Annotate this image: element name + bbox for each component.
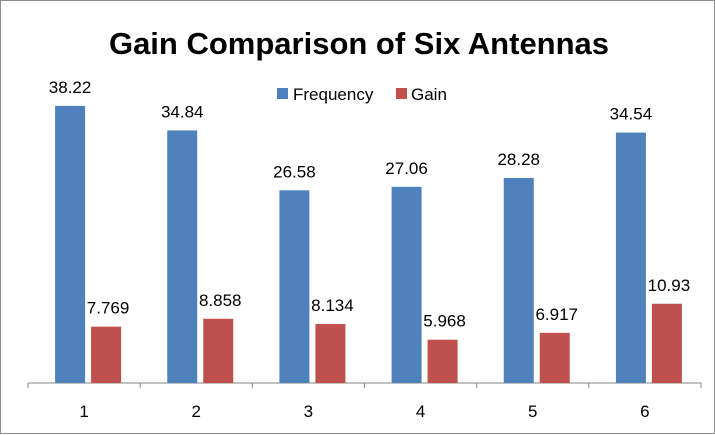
bar-frequency-1 bbox=[55, 105, 86, 383]
legend-swatch-frequency bbox=[277, 88, 288, 99]
x-tick-label-4: 4 bbox=[416, 402, 425, 421]
x-tick-label-5: 5 bbox=[528, 402, 537, 421]
bar-gain-4 bbox=[427, 339, 458, 383]
bar-frequency-4 bbox=[391, 186, 422, 383]
x-tick-label-2: 2 bbox=[192, 402, 201, 421]
data-label-frequency-4: 27.06 bbox=[385, 159, 428, 178]
chart-title: Gain Comparison of Six Antennas bbox=[109, 26, 609, 61]
data-label-gain-1: 7.769 bbox=[87, 299, 130, 318]
bar-frequency-2 bbox=[167, 130, 198, 383]
data-label-gain-3: 8.134 bbox=[311, 296, 354, 315]
data-label-frequency-2: 34.84 bbox=[161, 102, 204, 121]
x-tick-label-3: 3 bbox=[304, 402, 313, 421]
bar-gain-6 bbox=[651, 303, 682, 383]
legend-label-frequency: Frequency bbox=[293, 85, 374, 104]
legend: Frequency Gain bbox=[277, 85, 447, 104]
x-tick-label-1: 1 bbox=[79, 402, 88, 421]
bar-gain-2 bbox=[203, 318, 234, 383]
data-label-frequency-5: 28.28 bbox=[497, 150, 540, 169]
legend-swatch-gain bbox=[396, 88, 407, 99]
legend-label-gain: Gain bbox=[411, 85, 447, 104]
bar-frequency-3 bbox=[279, 190, 310, 383]
data-label-gain-2: 8.858 bbox=[199, 291, 242, 310]
data-label-frequency-3: 26.58 bbox=[273, 162, 316, 181]
x-axis-ticks bbox=[27, 383, 702, 388]
data-label-gain-6: 10.93 bbox=[648, 276, 691, 295]
bar-frequency-5 bbox=[503, 177, 534, 383]
data-label-frequency-1: 38.22 bbox=[49, 78, 92, 97]
x-tick-labels-group: 1 2 3 4 5 6 bbox=[79, 402, 649, 421]
data-labels-group: 38.22 7.769 34.84 8.858 26.58 8.134 27.06 5.968… bbox=[49, 78, 690, 331]
bar-gain-1 bbox=[91, 326, 122, 383]
data-label-gain-4: 5.968 bbox=[423, 312, 466, 331]
bar-frequency-6 bbox=[615, 132, 646, 383]
bars-group bbox=[55, 105, 682, 383]
bar-gain-5 bbox=[539, 332, 570, 383]
bar-gain-3 bbox=[315, 324, 346, 383]
data-label-frequency-6: 34.54 bbox=[610, 105, 653, 124]
data-label-gain-5: 6.917 bbox=[535, 305, 578, 324]
x-tick-label-6: 6 bbox=[640, 402, 649, 421]
